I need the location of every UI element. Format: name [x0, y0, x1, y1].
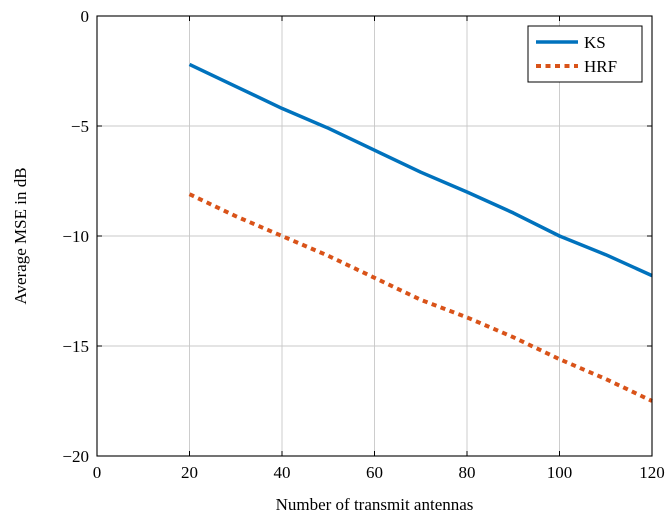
y-tick-label: −10 — [62, 227, 89, 246]
series-line-hrf — [190, 194, 653, 401]
x-tick-label: 60 — [366, 463, 383, 482]
x-tick-label: 40 — [274, 463, 291, 482]
series-layer — [189, 64, 652, 401]
legend-label-hrf: HRF — [584, 57, 617, 76]
y-tick-label: −5 — [71, 117, 89, 136]
x-tick-label: 20 — [181, 463, 198, 482]
y-tick-label: −15 — [62, 337, 89, 356]
y-axis-label: Average MSE in dB — [11, 167, 30, 304]
x-axis-label: Number of transmit antennas — [276, 495, 474, 514]
legend-label-ks: KS — [584, 33, 606, 52]
x-tick-label: 80 — [459, 463, 476, 482]
x-tick-label: 120 — [639, 463, 665, 482]
y-tick-label: 0 — [81, 7, 90, 26]
x-tick-label: 0 — [93, 463, 102, 482]
legend: KS HRF — [528, 26, 642, 82]
series-line-ks — [190, 64, 653, 275]
x-tick-label: 100 — [547, 463, 573, 482]
y-tick-label: −20 — [62, 447, 89, 466]
